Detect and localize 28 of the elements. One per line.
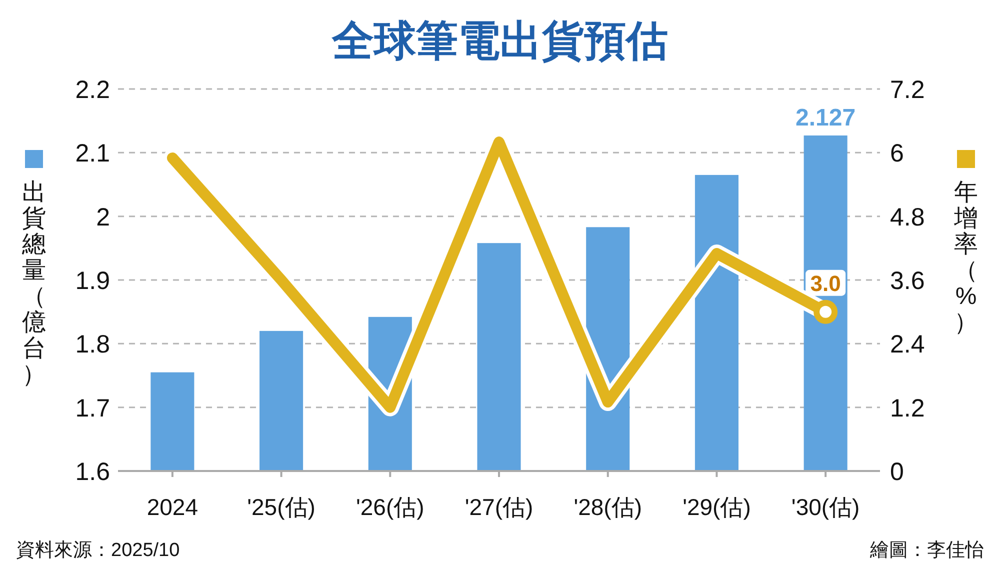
- x-tick-label: '28(估): [574, 494, 642, 520]
- y2-tick-label: 2.4: [890, 330, 925, 359]
- x-tick-label: '30(估): [791, 494, 860, 520]
- x-tick-label: '25(估): [247, 494, 316, 520]
- y-tick-label: 1.6: [75, 458, 110, 486]
- y-axis-title: 出貨總量（億台）: [21, 179, 46, 388]
- y-tick-label: 2.1: [75, 140, 110, 168]
- x-tick-label: '27(估): [464, 494, 534, 520]
- y2-tick-label: 7.2: [890, 76, 925, 104]
- x-tick-label: '29(估): [682, 494, 751, 520]
- chart-title: 全球筆電出貨預估: [331, 17, 668, 64]
- y2-tick-label: 0: [890, 458, 904, 486]
- y2-tick-label: 6: [890, 140, 904, 168]
- source-note: 資料來源：2025/10: [16, 540, 180, 561]
- y-tick-label: 2.2: [75, 76, 110, 104]
- y-tick-label: 2: [96, 203, 110, 232]
- data-label: 3.0: [810, 270, 841, 296]
- x-tick-label: 2024: [146, 494, 198, 520]
- y-tick-label: 1.7: [75, 394, 110, 422]
- y2-tick-label: 1.2: [890, 394, 925, 422]
- x-tick-label: '26(估): [356, 494, 424, 520]
- y2-axis-title: 年增率（%）: [953, 179, 978, 336]
- data-label: 2.127: [796, 104, 856, 132]
- text: 繪圖：李佳怡: [869, 540, 984, 561]
- y2-tick-label: 4.8: [890, 203, 925, 232]
- y-tick-label: 1.9: [75, 267, 110, 295]
- y-tick-label: 1.8: [75, 330, 110, 359]
- y2-tick-label: 3.6: [890, 267, 925, 295]
